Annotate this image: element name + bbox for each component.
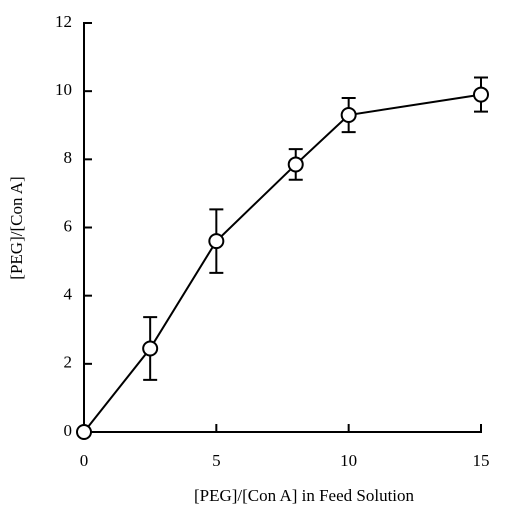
data-point bbox=[473, 86, 489, 103]
x-tick-label: 15 bbox=[473, 451, 490, 470]
y-tick-label: 12 bbox=[55, 12, 72, 31]
x-tick-label: 5 bbox=[212, 451, 221, 470]
data-point bbox=[208, 233, 225, 250]
data-point bbox=[340, 107, 357, 124]
y-axis-label: [PEG]/[Con A] bbox=[7, 176, 26, 279]
x-tick-label: 0 bbox=[80, 451, 89, 470]
data-point bbox=[287, 156, 304, 173]
x-tick-label: 10 bbox=[340, 451, 357, 470]
y-tick-label: 0 bbox=[64, 421, 73, 440]
data-line bbox=[83, 93, 482, 433]
data-point bbox=[142, 340, 159, 357]
y-tick-label: 10 bbox=[55, 80, 72, 99]
x-axis-label: [PEG]/[Con A] in Feed Solution bbox=[194, 486, 415, 505]
data-point bbox=[76, 424, 92, 440]
y-tick-label: 6 bbox=[64, 216, 73, 235]
y-tick-label: 2 bbox=[64, 353, 73, 372]
y-tick-label: 4 bbox=[64, 285, 73, 304]
y-tick-label: 8 bbox=[64, 148, 73, 167]
